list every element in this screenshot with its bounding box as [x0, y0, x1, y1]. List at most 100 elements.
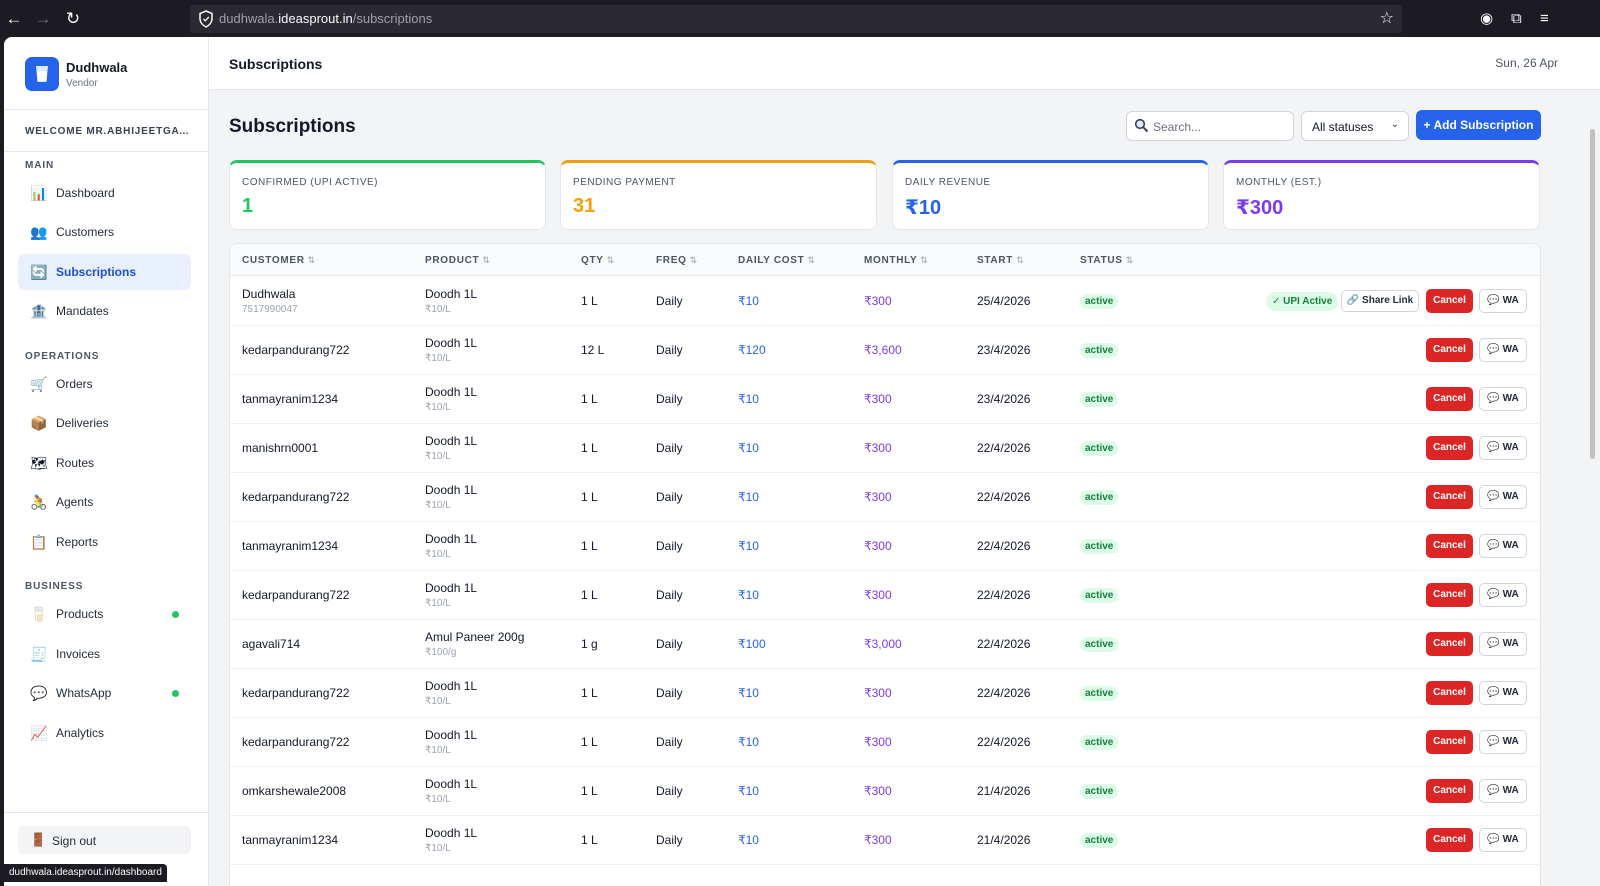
cancel-button[interactable]: Cancel: [1426, 779, 1473, 803]
status-filter-select[interactable]: All statuses ⌄: [1301, 111, 1409, 141]
milk-cup-icon: 🥛: [30, 606, 48, 622]
address-bar[interactable]: dudhwala.ideasprout.in/subscriptions ☆: [190, 5, 1402, 33]
column-header-monthly[interactable]: MONTHLY ⇅: [864, 255, 929, 266]
customer-name[interactable]: omkarshewale2008: [242, 784, 347, 798]
extensions-icon[interactable]: ⧉: [1511, 10, 1522, 27]
section-title-business: BUSINESS: [25, 581, 84, 592]
page-scrollbar[interactable]: [1589, 127, 1596, 886]
sidebar-item-products[interactable]: 🥛 Products: [18, 596, 191, 632]
whatsapp-button[interactable]: 💬 WA: [1479, 436, 1527, 460]
sidebar-item-label: WhatsApp: [56, 686, 112, 700]
search-input[interactable]: [1153, 117, 1288, 137]
menu-icon[interactable]: ≡: [1540, 10, 1549, 27]
whatsapp-button[interactable]: 💬 WA: [1479, 534, 1527, 558]
customer-name[interactable]: tanmayranim1234: [242, 833, 339, 847]
column-header-product[interactable]: PRODUCT ⇅: [425, 255, 491, 266]
cancel-button[interactable]: Cancel: [1426, 534, 1473, 558]
cancel-button[interactable]: Cancel: [1426, 583, 1473, 607]
sidebar-item-subscriptions[interactable]: 🔄 Subscriptions: [18, 254, 191, 290]
customer-name[interactable]: tanmayranim1234: [242, 392, 339, 406]
online-status-dot: [172, 611, 179, 618]
chat-bubble-icon: 💬: [1487, 589, 1500, 600]
sidebar-item-invoices[interactable]: 🧾 Invoices: [18, 636, 191, 672]
sidebar-item-dashboard[interactable]: 📊 Dashboard: [18, 175, 191, 211]
whatsapp-button[interactable]: 💬 WA: [1479, 583, 1527, 607]
whatsapp-button[interactable]: 💬 WA: [1479, 681, 1527, 705]
monthly-value: ₹300: [864, 490, 892, 504]
sidebar-item-customers[interactable]: 👥 Customers: [18, 214, 191, 250]
column-header-qty[interactable]: QTY ⇅: [581, 255, 615, 266]
start-date: 23/4/2026: [977, 392, 1031, 406]
customer-name[interactable]: agavali714: [242, 637, 301, 651]
status-badge: active: [1080, 735, 1119, 750]
cancel-button[interactable]: Cancel: [1426, 681, 1473, 705]
chat-bubble-icon: 💬: [1487, 687, 1500, 698]
monthly-value: ₹3,600: [864, 343, 902, 357]
column-header-freq[interactable]: FREQ ⇅: [656, 255, 698, 266]
refresh-cycle-icon: 🔄: [30, 264, 48, 280]
sidebar: Dudhwala Vendor WELCOME MR.ABHIJEETGAVAN…: [4, 37, 209, 886]
freq-value: Daily: [656, 490, 683, 504]
column-header-customer[interactable]: CUSTOMER ⇅: [242, 255, 316, 266]
qty-value: 1 L: [581, 490, 598, 504]
status-badge: active: [1080, 392, 1119, 407]
sidebar-item-reports[interactable]: 📋 Reports: [18, 524, 191, 560]
whatsapp-button[interactable]: 💬 WA: [1479, 730, 1527, 754]
reload-icon[interactable]: ↻: [65, 9, 81, 28]
cancel-button[interactable]: Cancel: [1426, 338, 1473, 362]
chat-bubble-icon: 💬: [1487, 295, 1500, 306]
customer-name[interactable]: tanmayranim1234: [242, 539, 339, 553]
whatsapp-button[interactable]: 💬 WA: [1479, 485, 1527, 509]
share-link-button[interactable]: 🔗 Share Link: [1341, 290, 1419, 312]
whatsapp-button[interactable]: 💬 WA: [1479, 828, 1527, 852]
sidebar-item-routes[interactable]: 🗺 Routes: [18, 445, 191, 481]
customer-name[interactable]: kedarpandurang722: [242, 490, 350, 504]
sidebar-item-whatsapp[interactable]: 💬 WhatsApp: [18, 675, 191, 711]
sidebar-item-analytics[interactable]: 📈 Analytics: [18, 715, 191, 751]
back-arrow-icon[interactable]: ←: [5, 9, 23, 28]
sidebar-item-agents[interactable]: 🚴 Agents: [18, 484, 191, 520]
whatsapp-button[interactable]: 💬 WA: [1479, 338, 1527, 362]
cancel-button[interactable]: Cancel: [1426, 436, 1473, 460]
add-subscription-button[interactable]: + Add Subscription: [1416, 110, 1541, 140]
whatsapp-button[interactable]: 💬 WA: [1479, 387, 1527, 411]
customer-name[interactable]: kedarpandurang722: [242, 686, 350, 700]
cancel-button[interactable]: Cancel: [1426, 485, 1473, 509]
whatsapp-button[interactable]: 💬 WA: [1479, 779, 1527, 803]
online-status-dot: [172, 690, 179, 697]
sidebar-item-mandates[interactable]: 🏦 Mandates: [18, 293, 191, 329]
bookmark-star-icon[interactable]: ☆: [1379, 10, 1394, 27]
sidebar-item-label: Reports: [56, 535, 99, 549]
product-unit-price: ₹100/g: [425, 647, 457, 658]
cancel-button[interactable]: Cancel: [1426, 828, 1473, 852]
stat-label: DAILY REVENUE: [905, 177, 991, 188]
scrollbar-thumb[interactable]: [1590, 129, 1595, 459]
sidebar-divider: [4, 812, 209, 813]
customer-name[interactable]: kedarpandurang722: [242, 735, 350, 749]
account-icon[interactable]: ◉: [1480, 10, 1494, 27]
sidebar-item-deliveries[interactable]: 📦 Deliveries: [18, 405, 191, 441]
cancel-button[interactable]: Cancel: [1426, 289, 1473, 313]
sidebar-item-orders[interactable]: 🛒 Orders: [18, 366, 191, 402]
forward-arrow-icon[interactable]: →: [34, 9, 52, 28]
whatsapp-button[interactable]: 💬 WA: [1479, 632, 1527, 656]
column-header-start[interactable]: START ⇅: [977, 255, 1025, 266]
table-row: manishrn0001 Doodh 1L ₹10/L 1 L Daily ₹10 ₹300…: [230, 424, 1540, 473]
daily-cost-value: ₹10: [738, 784, 759, 798]
whatsapp-button[interactable]: 💬 WA: [1479, 289, 1527, 313]
customer-name[interactable]: manishrn0001: [242, 441, 319, 455]
cancel-button[interactable]: Cancel: [1426, 387, 1473, 411]
customer-name[interactable]: kedarpandurang722: [242, 588, 350, 602]
customer-name[interactable]: Dudhwala: [242, 287, 296, 301]
cancel-button[interactable]: Cancel: [1426, 730, 1473, 754]
customer-name[interactable]: kedarpandurang722: [242, 343, 350, 357]
monthly-value: ₹300: [864, 588, 892, 602]
cancel-button[interactable]: Cancel: [1426, 632, 1473, 656]
column-header-daily-cost[interactable]: DAILY COST ⇅: [738, 255, 816, 266]
sidebar-divider: [4, 109, 209, 110]
column-header-status[interactable]: STATUS ⇅: [1080, 255, 1134, 266]
start-date: 22/4/2026: [977, 686, 1031, 700]
signout-button[interactable]: 🚪 Sign out: [18, 826, 191, 854]
sidebar-divider: [4, 151, 209, 152]
product-name: Doodh 1L: [425, 581, 478, 595]
